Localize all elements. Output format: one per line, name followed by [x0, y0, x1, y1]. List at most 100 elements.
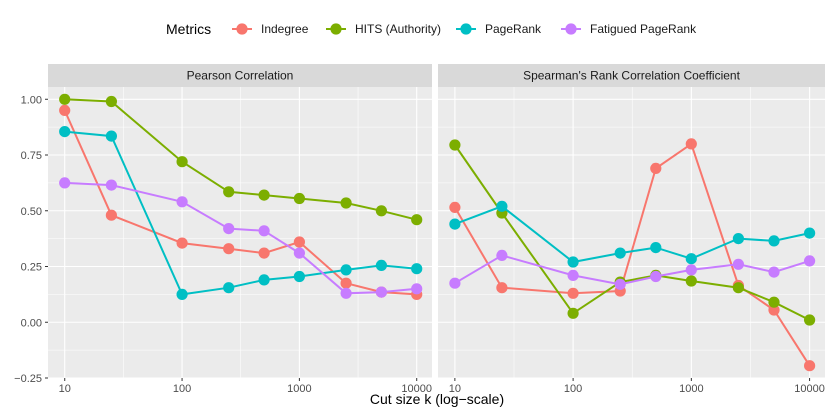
data-point [567, 256, 579, 268]
data-point [59, 177, 71, 189]
x-tick-label: 10000 [401, 383, 432, 395]
x-tick-label: 100 [564, 383, 582, 395]
legend-label: HITS (Authority) [355, 22, 441, 36]
data-point [375, 259, 387, 271]
x-tick-label: 100 [173, 383, 191, 395]
legend: Metrics Indegree HITS (Authority) PageRank F… [166, 21, 697, 37]
y-tick-label: −0.25 [14, 373, 42, 385]
facet-title: Pearson Correlation [187, 69, 294, 83]
data-point [258, 189, 270, 201]
data-point [804, 255, 816, 267]
data-point [293, 270, 305, 283]
data-point [496, 200, 508, 212]
x-tick-label: 10000 [794, 383, 825, 395]
legend-entry-hits-authority: HITS (Authority) [326, 22, 441, 36]
legend-key-point [460, 23, 472, 35]
data-point [768, 304, 780, 316]
legend-key-point [236, 23, 248, 35]
legend-entry-pagerank: PageRank [456, 22, 542, 36]
data-point [293, 236, 305, 248]
series-fatigued-pagerank [449, 249, 816, 290]
data-point [804, 227, 816, 239]
data-point [258, 225, 270, 237]
panel-pearson-correlation: Pearson Correlation 10 100 1000 10000 [48, 64, 432, 395]
data-point [375, 286, 387, 298]
data-point [176, 288, 188, 300]
x-tick-label: 10 [59, 383, 71, 395]
data-point [614, 247, 626, 259]
data-point [768, 296, 780, 308]
legend-label: PageRank [485, 22, 542, 36]
data-point [375, 205, 387, 217]
x-tick-label: 10 [449, 383, 461, 395]
data-point [650, 162, 662, 174]
data-point [411, 283, 423, 295]
series-fatigued-pagerank [59, 177, 423, 299]
series-pagerank [449, 200, 816, 268]
data-point [223, 186, 235, 198]
data-point [176, 237, 188, 249]
legend-title: Metrics [166, 21, 211, 37]
data-point [567, 307, 579, 319]
facet-strip [438, 64, 825, 87]
panel-background [438, 87, 825, 378]
data-point [293, 192, 305, 205]
data-point [685, 253, 697, 265]
y-tick-label: 0.25 [21, 262, 42, 274]
legend-key-point [330, 23, 342, 35]
data-point [567, 269, 579, 281]
facet-title: Spearman's Rank Correlation Coefficient [523, 69, 741, 83]
legend-entry-fatigued-pagerank: Fatigued PageRank [561, 22, 697, 36]
legend-entry-indegree: Indegree [232, 22, 309, 36]
legend-label: Fatigued PageRank [590, 22, 697, 36]
data-point [804, 314, 816, 326]
data-point [105, 179, 117, 191]
legend-label: Indegree [261, 22, 309, 36]
data-point [449, 218, 461, 230]
data-point [732, 282, 745, 294]
gridlines [438, 87, 825, 378]
data-point [685, 275, 697, 287]
y-tick-label: 0.50 [21, 206, 42, 218]
data-point [105, 209, 117, 221]
data-point [650, 270, 662, 283]
legend-key-point [565, 23, 577, 35]
x-axis: 10 100 1000 10000 [59, 378, 432, 395]
data-point [567, 287, 579, 299]
x-tick-label: 1000 [287, 383, 311, 395]
data-point [768, 235, 780, 247]
data-point [340, 287, 352, 299]
data-point [59, 104, 71, 116]
x-axis-title: Cut size k (log−scale) [370, 391, 504, 407]
y-axis: −0.25 0.00 0.25 0.50 0.75 1.00 [14, 94, 48, 385]
data-point [340, 197, 352, 209]
series-pagerank [59, 126, 423, 300]
data-point [685, 264, 697, 276]
data-point [449, 139, 461, 151]
data-point [768, 266, 780, 278]
data-point [804, 360, 816, 372]
data-point [105, 130, 117, 142]
data-point [59, 126, 71, 138]
data-point [59, 93, 71, 105]
data-point [340, 277, 352, 289]
data-point [449, 277, 461, 289]
panel-spearman-s-rank-correlation-coefficient: Spearman's Rank Correlation Coefficient 1… [438, 64, 825, 395]
y-tick-label: 0.00 [21, 317, 42, 329]
data-point [340, 264, 352, 276]
gridlines [48, 87, 432, 378]
panel-background [48, 87, 432, 378]
data-point [732, 233, 745, 245]
data-point [496, 282, 508, 294]
data-point [449, 201, 461, 213]
data-point [650, 242, 662, 254]
data-point [732, 258, 745, 270]
data-point [223, 282, 235, 294]
x-axis-title-group: Cut size k (log−scale) [370, 391, 504, 407]
data-point [293, 247, 305, 259]
data-point [614, 278, 626, 290]
data-point [223, 243, 235, 255]
x-axis: 10 100 1000 10000 [449, 378, 825, 395]
